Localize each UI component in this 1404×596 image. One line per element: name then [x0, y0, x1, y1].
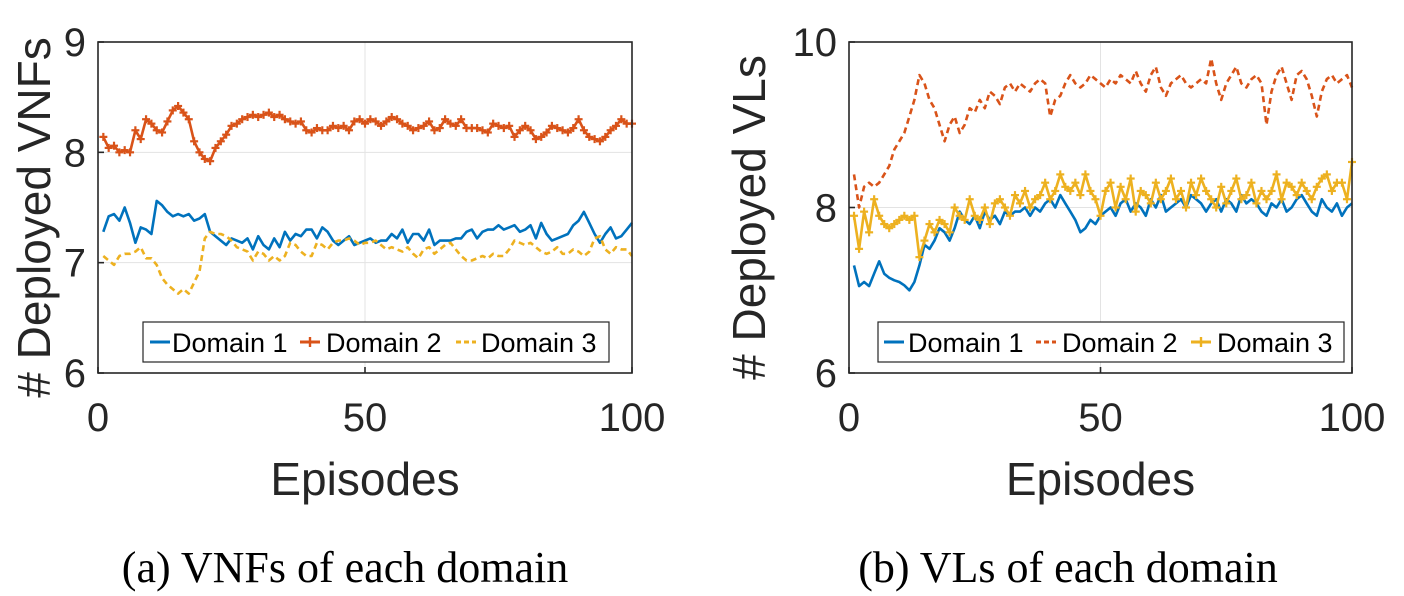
- series-markers-domain-2: [99, 101, 636, 166]
- x-tick-label: 50: [343, 396, 388, 440]
- x-tick-label: 50: [1078, 396, 1123, 440]
- y-axis-label: # Deployed VLs: [723, 55, 775, 380]
- y-tick-label: 7: [64, 242, 86, 286]
- legend-label-domain-1: Domain 1: [908, 328, 1024, 358]
- series-line-domain-1: [102, 199, 634, 251]
- legend-label-domain-2: Domain 2: [1062, 328, 1178, 358]
- y-tick-label: 10: [793, 21, 838, 65]
- chart-2: 0 50 100 6 8 10 # Deployed VLs Episodes Domain 1…: [723, 21, 1385, 592]
- legend-box: [877, 321, 1345, 363]
- figure-caption: (a) VNFs of each domain: [122, 543, 568, 592]
- x-tick-label: 0: [838, 396, 860, 440]
- legend-label-domain-3: Domain 3: [481, 328, 597, 358]
- x-tick-label: 0: [87, 396, 109, 440]
- legend-label-domain-1: Domain 1: [172, 328, 288, 358]
- x-axis-label: Episodes: [270, 453, 459, 505]
- figure-caption: (b) VLs of each domain: [858, 543, 1278, 592]
- legend-label-domain-2: Domain 2: [326, 328, 442, 358]
- series-line-domain-3: [852, 161, 1354, 259]
- y-axis-label: # Deployed VNFs: [8, 37, 60, 398]
- y-tick-label: 8: [815, 187, 837, 231]
- y-tick-label: 8: [64, 131, 86, 175]
- y-tick-label: 6: [64, 352, 86, 396]
- legend: Domain 1 Domain 2 Domain 3: [877, 321, 1345, 363]
- series-line-domain-2: [852, 57, 1354, 209]
- series-markers-domain-3: [850, 157, 1356, 262]
- legend-box: [142, 321, 610, 363]
- legend: Domain 1 Domain 2 Domain 3: [142, 321, 610, 363]
- y-tick-label: 9: [64, 21, 86, 65]
- x-tick-label: 100: [1319, 396, 1386, 440]
- legend-label-domain-3: Domain 3: [1217, 328, 1333, 358]
- series-line-domain-3: [102, 230, 634, 295]
- x-tick-label: 100: [599, 396, 666, 440]
- x-axis-label: Episodes: [1006, 453, 1195, 505]
- series-line-domain-2: [102, 104, 632, 163]
- y-tick-label: 6: [815, 352, 837, 396]
- chart-1: 0 50 100 6 7 8 9# Deployed VNFs Episodes Domain …: [8, 21, 665, 592]
- series-line-domain-1: [852, 193, 1353, 292]
